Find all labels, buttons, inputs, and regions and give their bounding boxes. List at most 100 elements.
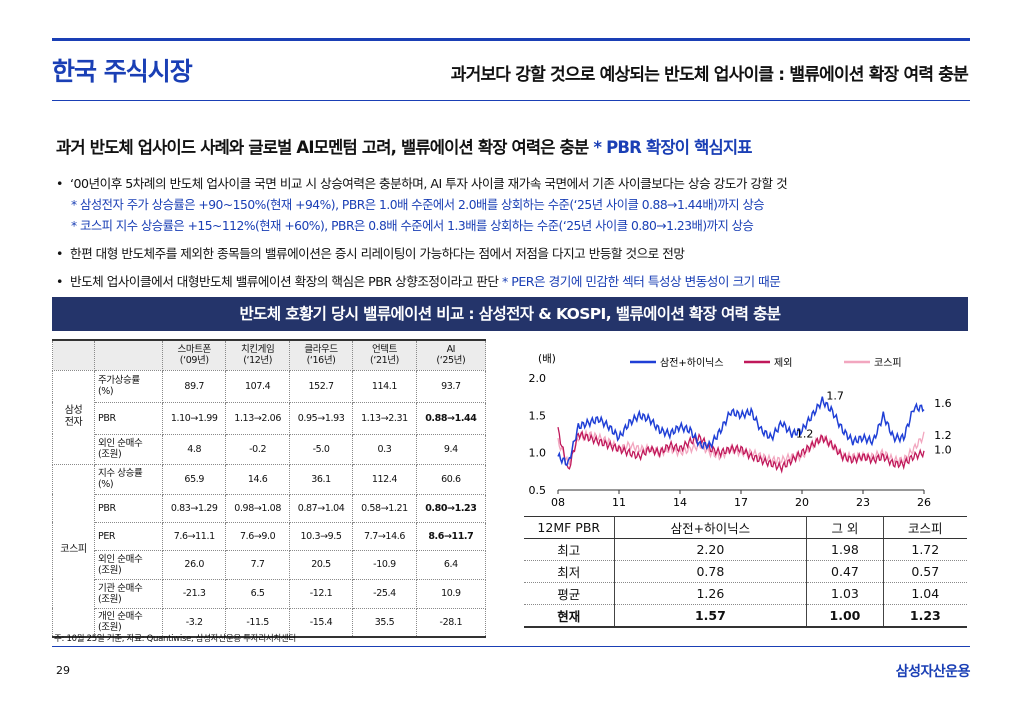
legend-label: 코스피	[874, 357, 902, 369]
table-cell: 60.6	[415, 463, 487, 495]
row-label: 개인 순매수 (조원)	[94, 607, 163, 638]
header-rule	[52, 100, 970, 101]
pbr-summary-table: 12MF PBR 삼전+하이닉스 그 외 코스피 최고 2.20 1.98 1.72 …	[524, 516, 967, 628]
row-label: 기관 순매수 (조원)	[94, 578, 163, 609]
table-cell: -21.3	[161, 578, 227, 609]
table-cell: 114.1	[352, 369, 417, 403]
bullet-3-text: 반도체 업사이클에서 대형반도체 밸류에이션 확장의 핵심은 PBR 상향조정이…	[70, 274, 499, 289]
table-row: 개인 순매수 (조원) -3.2 -11.5 -15.4 35.5 -28.1	[53, 607, 487, 638]
section-banner: 반도체 호황기 당시 밸류에이션 비교 : 삼성전자 & KOSPI, 밸류에이…	[52, 297, 968, 331]
data-label: 1.7	[826, 390, 844, 403]
table-row: 최저 0.78 0.47 0.57	[524, 560, 967, 583]
data-label: 1.2	[934, 429, 952, 442]
table-row: PER 7.6→11.1 7.6→9.0 10.3→9.5 7.7→14.6 8.6→11…	[53, 521, 487, 551]
table-header-row: 12MF PBR 삼전+하이닉스 그 외 코스피	[524, 516, 967, 539]
table-cell: -10.9	[352, 549, 417, 580]
column-header: AI (‘25년)	[415, 339, 487, 371]
table-cell: -11.5	[225, 607, 290, 638]
headline-highlight: * PBR 확장이 핵심지표	[588, 138, 752, 157]
y-tick-label: 0.5	[529, 484, 547, 497]
header-blank	[52, 339, 95, 371]
table-cell: 0.58→1.21	[352, 493, 417, 523]
x-tick-label: 17	[734, 496, 748, 509]
table-row: 외인 순매수 (조원) 26.0 7.7 20.5 -10.9 6.4	[53, 549, 487, 580]
footer-rule	[52, 646, 970, 647]
bullet-1: ‘00년이후 5차례의 반도체 업사이클 국면 비교 시 상승여력은 충분하며,…	[56, 174, 976, 196]
page-title: 한국 주식시장	[52, 57, 193, 86]
table-cell: -15.4	[288, 607, 354, 638]
table-cell: 36.1	[288, 463, 354, 495]
table-row: 외인 순매수 (조원) 4.8 -0.2 -5.0 0.3 9.4	[53, 433, 487, 465]
table-cell: 6.5	[225, 578, 290, 609]
column-header: 치킨게임 (‘12년)	[225, 339, 290, 371]
page-number: 29	[56, 664, 70, 677]
table-cell: 107.4	[225, 369, 290, 403]
y-tick-label: 1.5	[529, 409, 547, 422]
headline-main: 과거 반도체 업사이드 사례와 글로벌 AI모멘텀 고려, 밸류에이션 확장 여…	[56, 138, 589, 157]
table-cell: 10.9	[415, 578, 487, 609]
table-row: 기관 순매수 (조원) -21.3 6.5 -12.1 -25.4 10.9	[53, 578, 487, 609]
table-cell: 0.87→1.04	[288, 493, 354, 523]
table-row: 최고 2.20 1.98 1.72	[524, 538, 967, 561]
source-note: 주: 10월 25일 기준, 자료: Quantiwise, 삼성자산운용 투자…	[54, 634, 296, 644]
table-cell: 0.95→1.93	[288, 401, 354, 435]
table-cell: 1.13→2.31	[352, 401, 417, 435]
table-cell: 14.6	[225, 463, 290, 495]
table-cell: -3.2	[161, 607, 227, 638]
data-label: 1.2	[796, 428, 814, 441]
x-tick-label: 11	[612, 496, 626, 509]
table-row-current: 현재 1.57 1.00 1.23	[524, 604, 967, 628]
table-cell: 7.7→14.6	[352, 521, 417, 551]
column-header: 삼전+하이닉스	[614, 516, 808, 539]
bullet-1-sub-1: * 삼성전자 주가 상승률은 +90~150%(현재 +94%), PBR은 1…	[71, 198, 765, 212]
table-row: PBR 1.10→1.99 1.13→2.06 0.95→1.93 1.13→2.31 0…	[53, 401, 487, 435]
row-label: 외인 순매수 (조원)	[94, 433, 163, 465]
group-label-samsung: 삼성 전자	[52, 369, 95, 465]
legend-label: 삼전+하이닉스	[660, 356, 724, 369]
table-cell: -5.0	[288, 433, 354, 465]
data-label: 1.0	[934, 443, 952, 456]
table-cell: 0.80→1.23	[415, 493, 487, 523]
table-cell: 7.6→9.0	[225, 521, 290, 551]
table-cell: -28.1	[415, 607, 487, 638]
table-cell: 0.3	[352, 433, 417, 465]
table-cell: 1.10→1.99	[161, 401, 227, 435]
pbr-line-chart: 08 11 14 17 20 23 26 0.5 1.0 1.5 2.0 (배) 삼전+하이닉스 제외 코스…	[529, 353, 952, 509]
table-cell: 0.83→1.29	[161, 493, 227, 523]
table-cell: 112.4	[352, 463, 417, 495]
brand-logo-text: 삼성자산운용	[895, 664, 971, 680]
bullet-2: 한편 대형 반도체주를 제외한 종목들의 밸류에이션은 증시 리레이팅이 가능하…	[56, 244, 976, 266]
table-row: PBR 0.83→1.29 0.98→1.08 0.87→1.04 0.58→1.21 0…	[53, 493, 487, 523]
row-label: PER	[94, 521, 163, 551]
column-header: 스마트폰 (‘09년)	[161, 339, 227, 371]
table-cell: 4.8	[161, 433, 227, 465]
table-row: 평균 1.26 1.03 1.04	[524, 582, 967, 605]
headline: 과거 반도체 업사이드 사례와 글로벌 AI모멘텀 고려, 밸류에이션 확장 여…	[56, 134, 752, 158]
column-header: 언텍트 (‘21년)	[352, 339, 417, 371]
table-cell: -0.2	[225, 433, 290, 465]
table-cell: 7.6→11.1	[161, 521, 227, 551]
row-label: 주가상승률 (%)	[94, 369, 163, 403]
table-cell: 10.3→9.5	[288, 521, 354, 551]
data-label: 1.6	[934, 397, 952, 410]
x-tick-label: 23	[856, 496, 870, 509]
table-row: 삼성 전자 주가상승률 (%) 89.7 107.4 152.7 114.1 93.7	[52, 369, 487, 465]
table-cell: 8.6→11.7	[415, 521, 487, 551]
table-cell: 0.98→1.08	[225, 493, 290, 523]
top-rule	[52, 38, 970, 41]
group-label-kospi: 코스피	[52, 463, 95, 638]
table-cell: 7.7	[225, 549, 290, 580]
table-row: 코스피 지수 상승률 (%) 65.9 14.6 36.1 112.4 60.6	[52, 463, 487, 638]
bullet-list: ‘00년이후 5차례의 반도체 업사이클 국면 비교 시 상승여력은 충분하며,…	[56, 174, 976, 294]
bullet-1-sub-2: * 코스피 지수 상승률은 +15~112%(현재 +60%), PBR은 0.…	[71, 219, 754, 233]
table-cell: 20.5	[288, 549, 354, 580]
column-header: 12MF PBR	[524, 516, 615, 539]
x-tick-label: 08	[551, 496, 565, 509]
page-subtitle: 과거보다 강할 것으로 예상되는 반도체 업사이클 : 밸류에이션 확장 여력 …	[450, 65, 969, 85]
table-cell: 9.4	[415, 433, 487, 465]
x-tick-label: 20	[795, 496, 809, 509]
header-blank	[94, 339, 163, 371]
column-header: 코스피	[883, 516, 967, 539]
row-label: 지수 상승률 (%)	[94, 463, 163, 495]
table-cell: 6.4	[415, 549, 487, 580]
